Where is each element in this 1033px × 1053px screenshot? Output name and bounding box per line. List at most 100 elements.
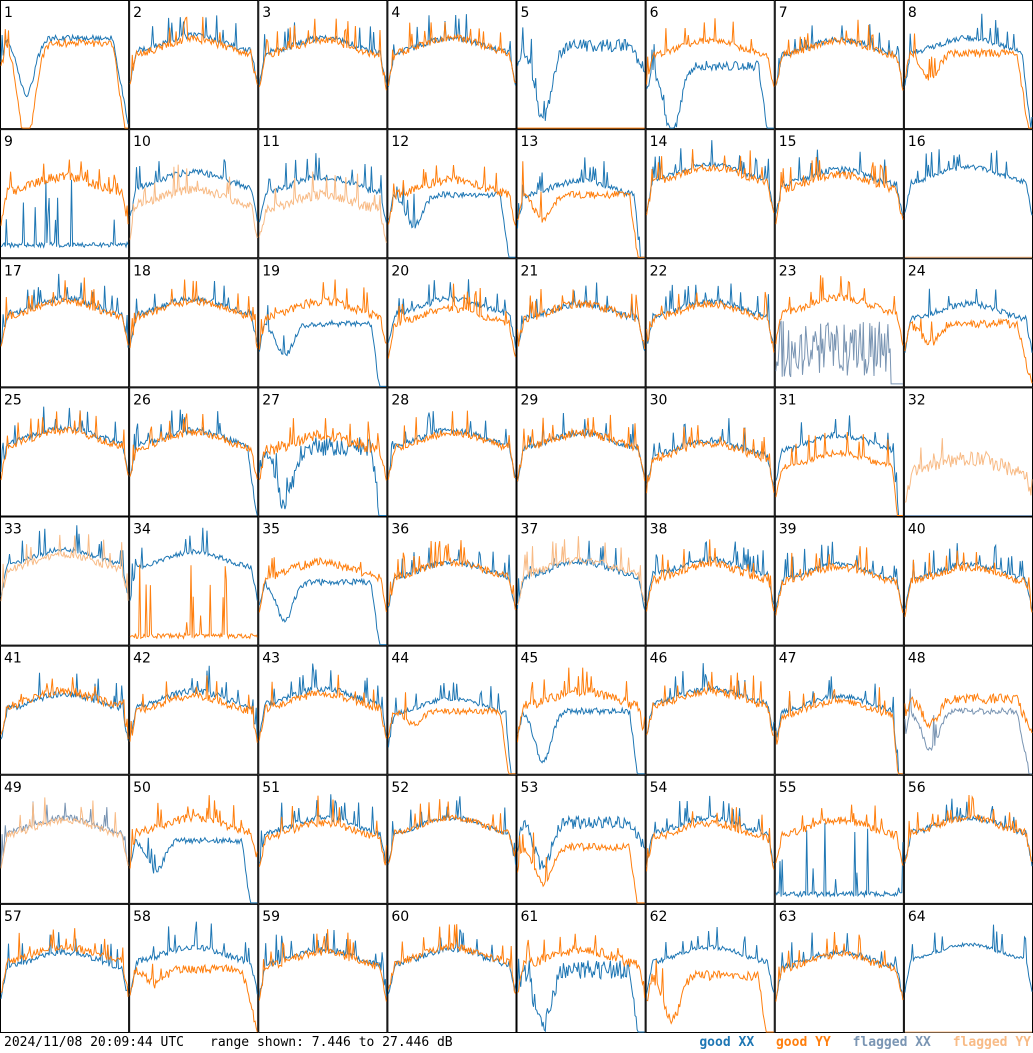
series-yy-good bbox=[258, 929, 387, 1002]
legend-flagged-yy: flagged YY bbox=[952, 1035, 1031, 1050]
series-yy-good bbox=[0, 677, 129, 740]
series-xx-good bbox=[129, 527, 258, 601]
panel-frame bbox=[0, 387, 130, 517]
antenna-panel-37: 37 bbox=[516, 516, 646, 646]
series-yy-good bbox=[129, 963, 258, 1033]
panel-frame bbox=[129, 387, 259, 517]
series-yy-flagged bbox=[517, 536, 646, 606]
panel-frame bbox=[258, 903, 388, 1033]
panel-frame bbox=[258, 645, 388, 775]
antenna-panel-47: 47 bbox=[774, 645, 904, 775]
series-xx-good bbox=[775, 149, 904, 217]
panel-label: 11 bbox=[262, 134, 280, 150]
panel-label: 4 bbox=[391, 5, 400, 21]
series-yy-good bbox=[258, 556, 387, 613]
series-yy-good bbox=[129, 795, 258, 869]
series-xx-good bbox=[129, 836, 258, 904]
antenna-panel-22: 22 bbox=[645, 258, 775, 388]
panel-label: 9 bbox=[4, 134, 13, 150]
panel-label: 62 bbox=[650, 909, 668, 925]
antenna-panel-36: 36 bbox=[387, 516, 517, 646]
panel-frame bbox=[0, 774, 130, 904]
antenna-panel-62: 62 bbox=[645, 903, 775, 1033]
series-xx-good bbox=[904, 288, 1033, 353]
antenna-panel-3: 3 bbox=[258, 0, 388, 130]
antenna-panel-44: 44 bbox=[387, 645, 517, 775]
series-yy-good bbox=[775, 156, 904, 225]
antenna-panel-15: 15 bbox=[774, 129, 904, 259]
series-yy-good bbox=[517, 414, 646, 482]
panel-label: 57 bbox=[4, 909, 22, 925]
series-yy-good bbox=[258, 18, 387, 91]
panel-label: 60 bbox=[391, 909, 409, 925]
antenna-panel-32: 32 bbox=[903, 387, 1033, 517]
panel-frame bbox=[516, 0, 646, 130]
antenna-panel-59: 59 bbox=[258, 903, 388, 1033]
panel-frame bbox=[0, 129, 130, 259]
series-xx-good bbox=[129, 665, 258, 741]
panel-frame bbox=[516, 258, 646, 388]
series-xx-good bbox=[0, 525, 129, 598]
series-xx-good bbox=[387, 186, 516, 258]
antenna-panel-1: 1 bbox=[0, 0, 130, 130]
panel-label: 5 bbox=[521, 5, 530, 21]
panel-frame bbox=[387, 258, 517, 388]
panel-label: 8 bbox=[908, 5, 917, 21]
panel-frame bbox=[258, 774, 388, 904]
series-yy-good bbox=[775, 431, 903, 516]
series-yy-good bbox=[129, 16, 258, 85]
series-xx-good bbox=[387, 682, 516, 775]
series-xx-good bbox=[775, 676, 903, 775]
series-yy-good bbox=[904, 33, 1032, 129]
antenna-panel-38: 38 bbox=[645, 516, 775, 646]
series-yy-good bbox=[129, 564, 258, 640]
panel-label: 30 bbox=[650, 392, 668, 408]
panel-label: 10 bbox=[133, 134, 151, 150]
antenna-panel-52: 52 bbox=[387, 774, 517, 904]
antenna-panel-13: 13 bbox=[516, 129, 646, 259]
series-yy-good bbox=[517, 161, 645, 258]
panel-label: 27 bbox=[262, 392, 280, 408]
series-yy-good bbox=[129, 279, 258, 349]
panel-label: 7 bbox=[779, 5, 788, 21]
panel-label: 15 bbox=[779, 134, 797, 150]
panel-frame bbox=[387, 0, 517, 130]
panel-frame bbox=[0, 0, 130, 130]
panel-label: 28 bbox=[391, 392, 409, 408]
series-yy-good bbox=[258, 279, 387, 350]
panel-label: 12 bbox=[391, 134, 409, 150]
antenna-panel-4: 4 bbox=[387, 0, 517, 130]
antenna-panel-57: 57 bbox=[0, 903, 130, 1033]
panel-label: 44 bbox=[391, 651, 409, 667]
series-yy-flagged bbox=[0, 797, 129, 869]
panel-label: 33 bbox=[4, 522, 22, 538]
series-yy-good bbox=[258, 418, 387, 481]
series-xx-good bbox=[517, 814, 646, 870]
series-xx-good bbox=[775, 823, 904, 899]
panel-frame bbox=[0, 903, 130, 1033]
panel-label: 35 bbox=[262, 522, 280, 538]
series-yy-good bbox=[904, 692, 1033, 734]
series-xx-good bbox=[517, 706, 645, 775]
panel-label: 39 bbox=[779, 522, 797, 538]
series-yy-flagged bbox=[129, 164, 258, 240]
antenna-panel-64: 64 bbox=[903, 903, 1033, 1033]
series-yy-good bbox=[0, 410, 129, 481]
series-yy-good bbox=[646, 425, 775, 494]
antenna-panel-40: 40 bbox=[903, 516, 1033, 646]
series-yy-good bbox=[387, 21, 516, 86]
series-yy-flagged bbox=[0, 534, 129, 602]
antenna-panel-19: 19 bbox=[258, 258, 388, 388]
footer: 2024/11/08 20:09:44 UTC range shown: 7.4… bbox=[0, 1033, 1033, 1053]
series-yy-good bbox=[646, 671, 774, 736]
antenna-panel-20: 20 bbox=[387, 258, 517, 388]
panel-label: 51 bbox=[262, 780, 280, 796]
series-yy-good bbox=[387, 799, 516, 864]
panel-label: 36 bbox=[391, 522, 409, 538]
panel-label: 52 bbox=[391, 780, 409, 796]
series-yy-flagged bbox=[904, 438, 1033, 503]
panel-label: 23 bbox=[779, 263, 797, 279]
panel-frame bbox=[645, 903, 775, 1033]
series-yy-good bbox=[0, 29, 129, 129]
series-yy-good bbox=[517, 832, 645, 904]
